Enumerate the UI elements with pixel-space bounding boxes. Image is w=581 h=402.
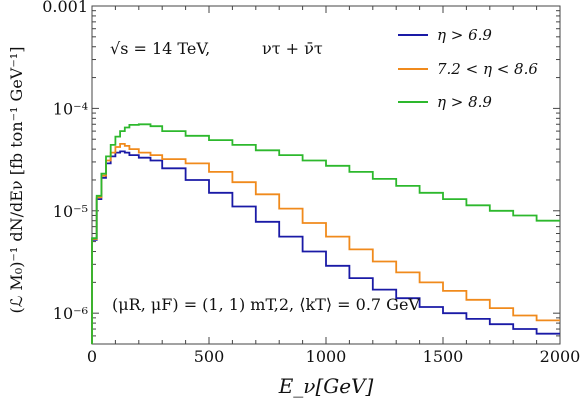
y-tick-label: 10⁻⁴ — [53, 99, 88, 118]
x-tick-label: 1500 — [423, 347, 464, 366]
series-layer — [91, 123, 560, 344]
y-tick-label: 0.001 — [42, 0, 88, 16]
x-axis-label: E_ν[GeV] — [278, 374, 374, 398]
y-tick-label: 10⁻⁶ — [53, 304, 88, 323]
y-axis-label: (ℒ M₀)⁻¹ dN/dEν [fb ton⁻¹ GeV⁻¹] — [7, 47, 26, 314]
legend-label-1: 7.2 < η < 8.6 — [437, 60, 538, 78]
series-line-0 — [91, 150, 560, 344]
x-tick-label: 2000 — [540, 347, 581, 366]
series-line-2 — [91, 123, 560, 344]
legend-label-0: η > 6.9 — [437, 26, 492, 44]
x-tick-label: 1000 — [306, 347, 347, 366]
legend: η > 6.9 7.2 < η < 8.6 η > 8.9 — [398, 26, 538, 111]
series-line-1 — [91, 143, 560, 344]
x-tick-label: 0 — [87, 347, 97, 366]
ticks: 0 500 1000 1500 2000 10⁻⁶ 10⁻⁵ 10⁻⁴ 0.001 — [42, 0, 580, 366]
legend-label-2: η > 8.9 — [437, 93, 492, 111]
annotation-neutrino: ντ + ν̄τ — [262, 39, 323, 58]
annotation-energy: √s = 14 TeV, — [110, 39, 210, 58]
annotation-scales: (μR, μF) = (1, 1) mT,2, ⟨kT⟩ = 0.7 GeV — [112, 295, 420, 314]
y-tick-label: 10⁻⁵ — [53, 202, 88, 221]
x-tick-label: 500 — [194, 347, 225, 366]
